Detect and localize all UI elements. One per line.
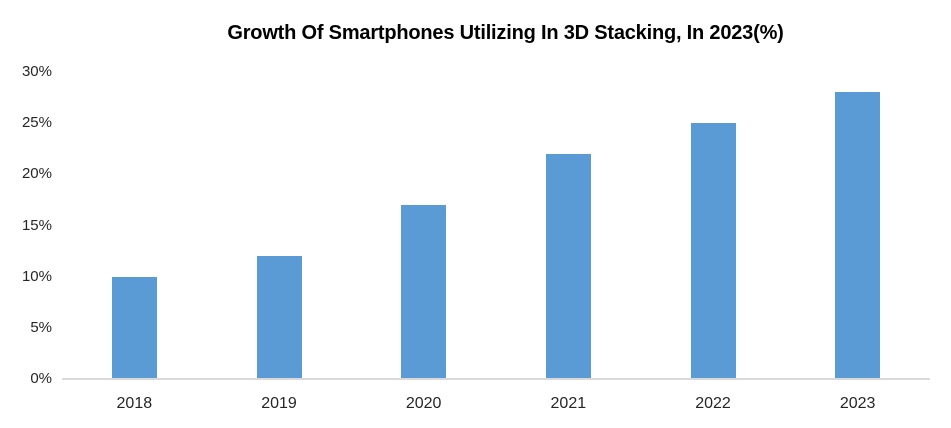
bar-2022 bbox=[690, 123, 736, 379]
y-tick-label: 10% bbox=[21, 267, 52, 285]
x-tick-label: 2021 bbox=[550, 395, 587, 412]
x-tick-label: 2019 bbox=[261, 395, 297, 412]
chart-title: Growth Of Smartphones Utilizing In 3D St… bbox=[227, 22, 784, 44]
y-tick-label: 15% bbox=[21, 216, 52, 234]
bar-2018 bbox=[111, 276, 157, 379]
y-tick-label: 30% bbox=[21, 63, 52, 80]
bar-2023 bbox=[835, 92, 881, 379]
y-tick-label: 20% bbox=[21, 165, 52, 183]
y-tick-label: 5% bbox=[30, 318, 52, 336]
x-tick-label: 2018 bbox=[116, 395, 153, 412]
x-tick-label: 2022 bbox=[695, 395, 731, 412]
x-axis-line bbox=[62, 378, 930, 380]
y-tick-label: 0% bbox=[30, 370, 52, 387]
bar-2021 bbox=[545, 153, 591, 379]
x-tick-label: 2023 bbox=[839, 395, 876, 412]
y-tick-label: 25% bbox=[21, 114, 52, 132]
x-tick-label: 2020 bbox=[405, 395, 442, 412]
bar-2020 bbox=[401, 205, 447, 379]
bar-2019 bbox=[256, 256, 302, 379]
